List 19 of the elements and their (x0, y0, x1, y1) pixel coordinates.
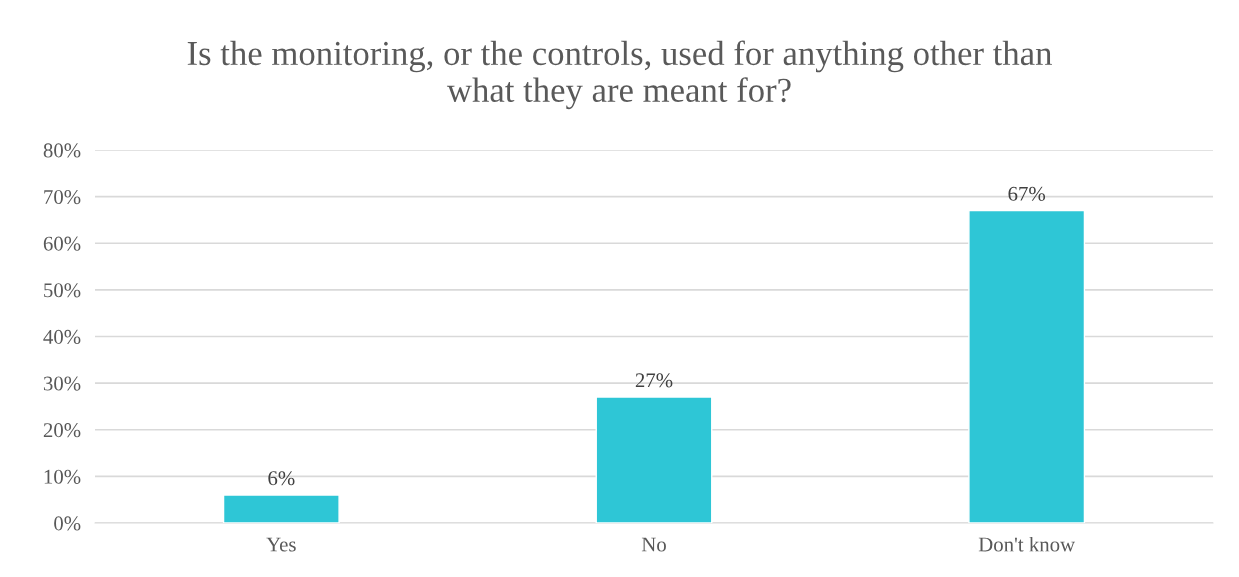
y-tick-label: 10% (44, 469, 81, 484)
chart-title: Is the monitoring, or the controls, used for anything other than what they are meant for? (187, 40, 1052, 110)
x-tick-label: No (641, 537, 666, 552)
x-tick-label: Yes (266, 537, 296, 552)
y-tick-label: 30% (43, 376, 81, 391)
data-label: 67% (1008, 186, 1046, 201)
y-tick-label: 40% (43, 329, 81, 344)
bar (968, 209, 1086, 523)
x-tick-label: Don't know (978, 536, 1076, 552)
y-tick-label: 70% (44, 190, 81, 205)
data-label: 6% (268, 471, 295, 486)
bar (595, 396, 713, 523)
y-tick-label: 0% (54, 516, 81, 531)
y-tick-label: 20% (43, 423, 81, 438)
bar (222, 494, 340, 523)
y-tick-label: 60% (43, 236, 81, 251)
y-tick-label: 50% (44, 283, 81, 298)
y-tick-label: 80% (43, 143, 81, 158)
data-label: 27% (635, 373, 673, 388)
